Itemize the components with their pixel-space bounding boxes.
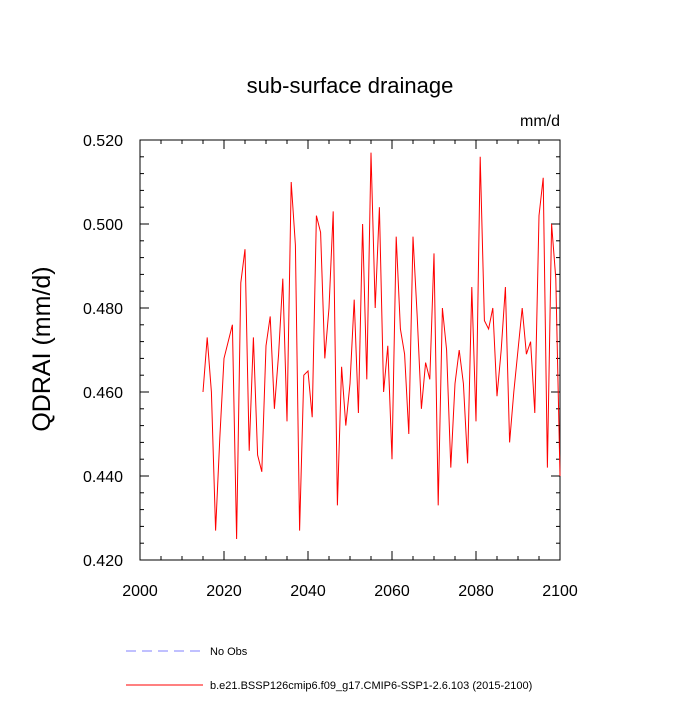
x-tick-label: 2020 [206, 583, 242, 600]
series-line [202, 152, 561, 540]
x-tick-label: 2100 [542, 583, 578, 600]
x-tick-label: 2060 [374, 583, 410, 600]
y-tick-label: 0.460 [83, 385, 123, 402]
x-tick-label: 2040 [290, 583, 326, 600]
x-tick-label: 2080 [458, 583, 494, 600]
y-tick-label: 0.480 [83, 301, 123, 318]
legend-label: No Obs [210, 646, 248, 658]
chart-title: sub-surface drainage [247, 73, 454, 98]
units-label: mm/d [520, 113, 560, 130]
y-tick-label: 0.500 [83, 217, 123, 234]
x-tick-label: 2000 [122, 583, 158, 600]
y-tick-label: 0.520 [83, 133, 123, 150]
y-tick-label: 0.440 [83, 469, 123, 486]
plot-frame [139, 139, 561, 561]
plot-area: 2000 2020 2040 2060 2080 2100 0.420 0.440 0.460 0… [83, 133, 578, 600]
legend-label: b.e21.BSSP126cmip6.f09_g17.CMIP6-SSP1-2.… [210, 680, 532, 692]
legend: No Obs b.e21.BSSP126cmip6.f09_g17.CMIP6-S… [126, 646, 532, 692]
y-axis-label: QDRAI (mm/d) [28, 266, 56, 431]
y-tick-label: 0.420 [83, 553, 123, 570]
